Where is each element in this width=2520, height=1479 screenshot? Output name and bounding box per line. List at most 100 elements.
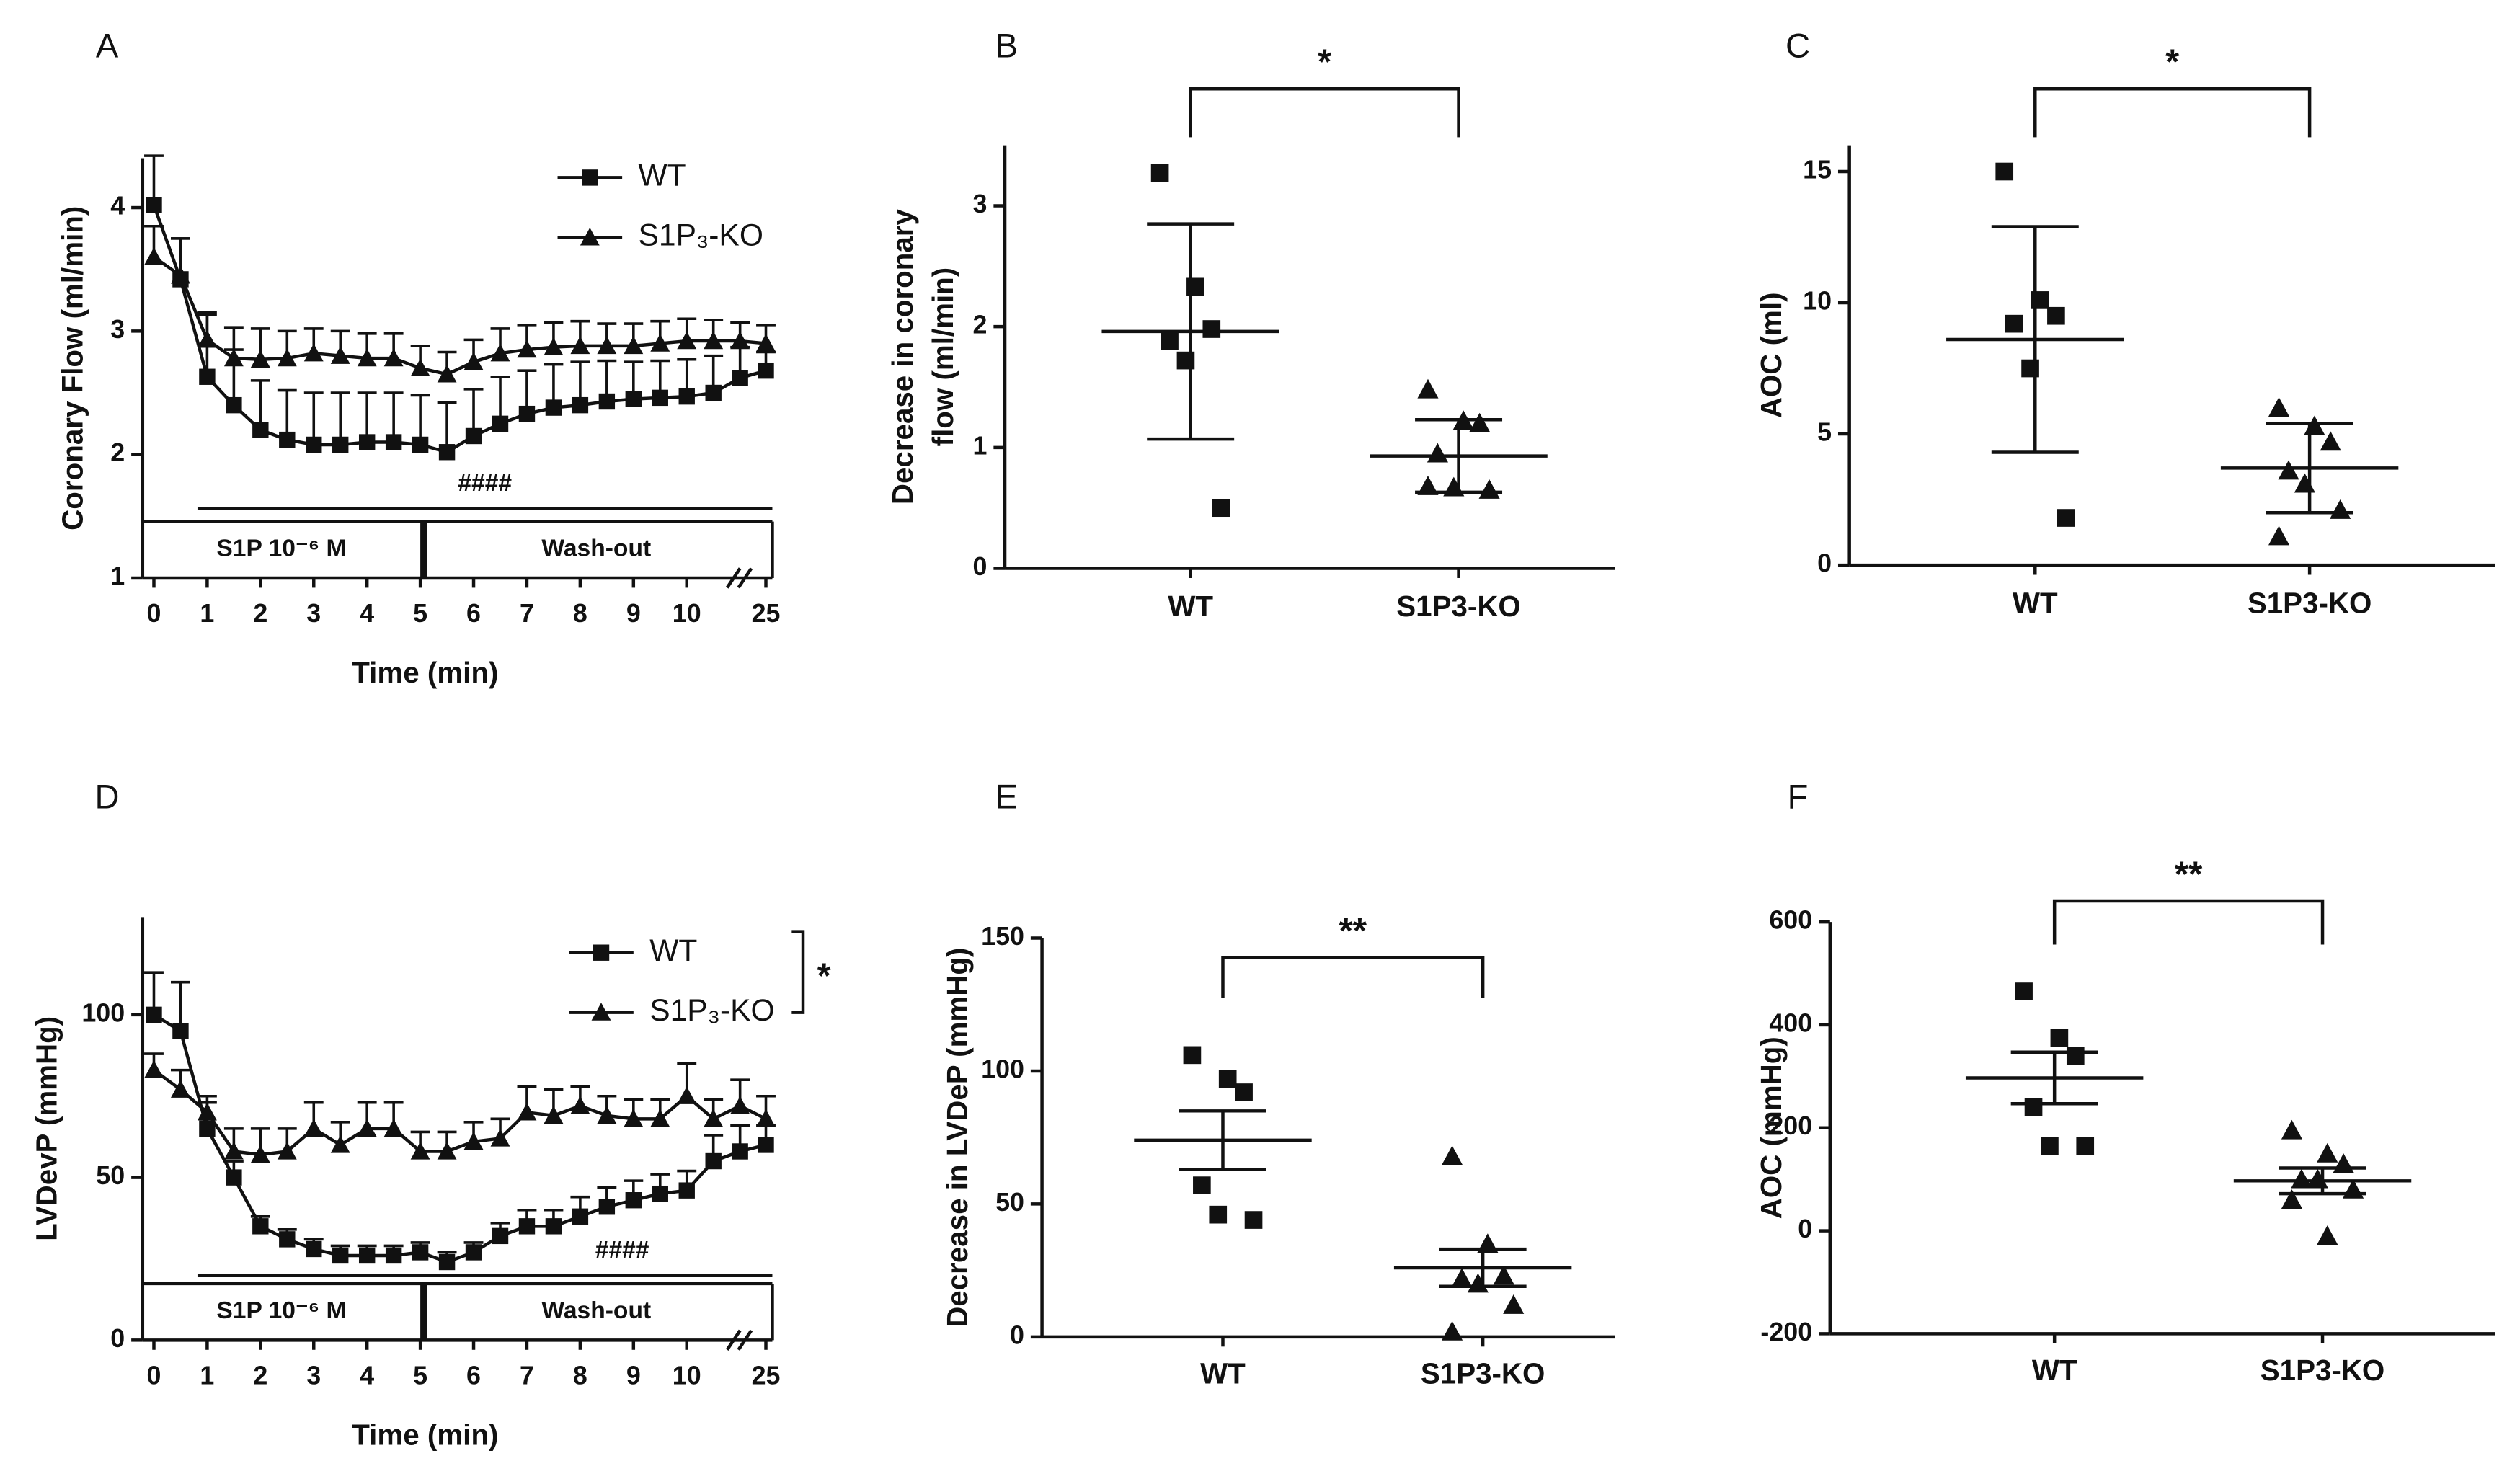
- y-tick-label: 1: [110, 561, 125, 590]
- data-point: [1417, 378, 1439, 399]
- data-point: [306, 436, 322, 453]
- data-point: [545, 1218, 562, 1235]
- significance-label: *: [817, 956, 832, 996]
- x-tick-label: 8: [573, 599, 587, 628]
- x-tick-label: WT: [2013, 587, 2058, 620]
- data-point: [1218, 1070, 1237, 1088]
- x-tick-label: 6: [466, 1361, 481, 1390]
- data-point: [1186, 277, 1204, 296]
- data-point: [465, 427, 482, 445]
- data-point: [197, 1102, 217, 1121]
- x-tick-label: 5: [413, 1361, 427, 1390]
- data-point: [144, 1060, 164, 1078]
- data-point: [597, 336, 617, 355]
- panel-label: C: [1785, 27, 1810, 65]
- data-point: [279, 1231, 296, 1248]
- panel-label: B: [995, 27, 1018, 65]
- x-tick-label: 4: [360, 599, 374, 628]
- data-point: [1235, 1083, 1253, 1101]
- significance-bracket: [1221, 956, 1485, 998]
- error-bar: [250, 379, 270, 430]
- data-point: [410, 1142, 430, 1160]
- y-tick-label: 0: [1817, 549, 1832, 578]
- y-tick-label: 100: [981, 1054, 1024, 1083]
- data-point: [492, 415, 509, 432]
- x-tick-label: S1P3-KO: [2248, 587, 2372, 620]
- x-tick-label: S1P3-KO: [1421, 1356, 1545, 1390]
- data-point: [2317, 1142, 2338, 1163]
- error-bar: [303, 391, 324, 445]
- data-point: [2281, 1189, 2303, 1209]
- data-point: [730, 331, 750, 350]
- y-axis-title: LVDevP (mmHg): [30, 1016, 63, 1241]
- y-tick-label: 5: [1817, 418, 1832, 447]
- phase-label: Wash-out: [541, 1297, 651, 1324]
- data-point: [570, 336, 590, 355]
- data-point: [2041, 1137, 2059, 1155]
- data-point: [410, 358, 430, 376]
- significance-label: *: [2165, 43, 2180, 82]
- data-point: [252, 1218, 269, 1235]
- data-point: [1995, 162, 2014, 181]
- data-point: [199, 1120, 216, 1137]
- data-point: [465, 1244, 482, 1261]
- significance-label: **: [1339, 911, 1367, 951]
- x-tick-label: 7: [520, 1361, 534, 1390]
- y-tick-label: 2: [972, 311, 987, 339]
- data-point: [2333, 1153, 2354, 1173]
- data-point: [357, 348, 377, 367]
- data-point: [678, 1182, 695, 1199]
- x-tick-label: 10: [673, 1361, 701, 1390]
- phase-label: S1P 10⁻⁶ M: [216, 1297, 346, 1324]
- data-point: [250, 350, 270, 368]
- data-point: [1176, 351, 1195, 370]
- data-point: [2307, 1168, 2328, 1189]
- data-point: [2024, 1098, 2043, 1116]
- x-tick-label: WT: [1200, 1356, 1246, 1390]
- data-point: [652, 389, 668, 407]
- data-point: [1209, 1205, 1228, 1224]
- data-point: [1183, 1046, 1202, 1065]
- x-tick-label: 25: [752, 599, 781, 628]
- x-tick-label: 0: [147, 1361, 161, 1390]
- x-axis-title: Time (min): [352, 656, 498, 689]
- data-point: [223, 348, 244, 367]
- error-bar: [437, 401, 457, 453]
- data-point: [2291, 1168, 2312, 1189]
- data-point: [758, 362, 774, 379]
- data-point: [226, 396, 242, 414]
- error-bar: [330, 391, 350, 445]
- x-tick-label: 3: [306, 599, 321, 628]
- data-point: [730, 1096, 750, 1114]
- data-point: [650, 334, 670, 352]
- x-tick-label: 5: [413, 599, 427, 628]
- data-point: [2005, 314, 2023, 333]
- data-point: [2268, 397, 2290, 417]
- data-point: [2317, 1225, 2338, 1245]
- y-tick-label: 600: [1769, 906, 1812, 935]
- data-point: [383, 348, 404, 367]
- data-point: [144, 247, 164, 265]
- data-point: [330, 1135, 350, 1153]
- data-point: [704, 1109, 724, 1127]
- significance-bracket: [2052, 899, 2325, 945]
- data-point: [572, 1208, 589, 1225]
- data-point: [597, 1106, 617, 1124]
- y-tick-label: 0: [1010, 1320, 1024, 1349]
- data-point: [732, 370, 748, 386]
- legend-label: S1P₃-KO: [639, 218, 763, 253]
- significance-bracket: [2033, 86, 2312, 138]
- legend-marker: [591, 1003, 611, 1021]
- y-tick-label: 1: [972, 431, 987, 460]
- data-point: [412, 1244, 429, 1261]
- y-axis-title: flow (ml/min): [926, 267, 959, 447]
- data-point: [624, 336, 644, 355]
- data-point: [2031, 291, 2049, 309]
- x-tick-label: 3: [306, 1361, 321, 1390]
- data-point: [1161, 332, 1179, 350]
- x-tick-label: 7: [520, 599, 534, 628]
- data-point: [1417, 475, 1439, 495]
- data-point: [652, 1185, 668, 1202]
- panel-label: D: [95, 777, 120, 815]
